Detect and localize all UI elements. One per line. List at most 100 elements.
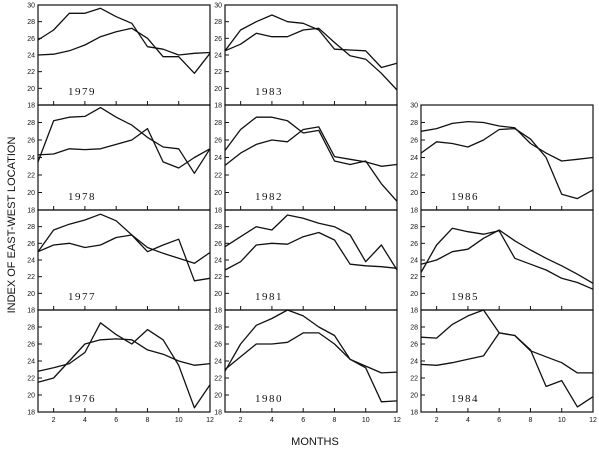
panel-year-label: 1980 bbox=[255, 393, 283, 405]
x-tick-label: 8 bbox=[333, 417, 337, 424]
y-tick-label: 18 bbox=[214, 410, 222, 417]
y-tick-label: 22 bbox=[410, 274, 418, 281]
series-line-2 bbox=[420, 229, 594, 284]
y-tick-label: 18 bbox=[214, 208, 222, 215]
y-tick-label: 26 bbox=[214, 36, 222, 43]
y-tick-label: 20 bbox=[410, 291, 418, 298]
panel-1978: 18 20 22 24 26 28 1978 bbox=[27, 104, 211, 215]
y-tick-label: 28 bbox=[410, 120, 418, 127]
y-tick-label: 28 bbox=[27, 19, 35, 26]
y-tick-label: 22 bbox=[214, 376, 222, 383]
y-tick-label: 26 bbox=[214, 138, 222, 145]
y-tick-label: 18 bbox=[27, 103, 35, 110]
y-tick-label: 28 bbox=[214, 224, 222, 231]
y-tick-label: 30 bbox=[27, 3, 35, 10]
y-tick-label: 24 bbox=[27, 155, 35, 162]
y-tick-label: 24 bbox=[410, 258, 418, 265]
y-tick-label: 28 bbox=[214, 120, 222, 127]
y-tick-label: 20 bbox=[214, 291, 222, 298]
panel-1981: 18 20 22 24 26 28 1981 bbox=[214, 209, 398, 315]
x-tick-label: 4 bbox=[466, 417, 470, 424]
y-tick-label: 18 bbox=[214, 308, 222, 315]
panel-year-label: 1985 bbox=[451, 291, 479, 303]
x-tick-label: 2 bbox=[52, 417, 56, 424]
y-tick-label: 18 bbox=[214, 103, 222, 110]
x-tick-label: 8 bbox=[146, 417, 150, 424]
y-tick-label: 22 bbox=[27, 274, 35, 281]
series-line-2 bbox=[224, 27, 398, 91]
panel-year-label: 1983 bbox=[255, 86, 283, 98]
series-line-2 bbox=[224, 332, 398, 403]
y-tick-label: 28 bbox=[214, 325, 222, 332]
y-tick-label: 20 bbox=[214, 86, 222, 93]
y-tick-label: 20 bbox=[410, 190, 418, 197]
panel-1986: 18 20 22 24 26 28 30 1986 bbox=[410, 103, 594, 215]
series-line-1 bbox=[37, 322, 211, 409]
series-line-1 bbox=[224, 14, 398, 69]
series-line-2 bbox=[37, 127, 211, 169]
series-line-2 bbox=[37, 27, 211, 74]
series-line-2 bbox=[37, 338, 211, 383]
y-tick-label: 18 bbox=[27, 308, 35, 315]
y-tick-label: 24 bbox=[27, 53, 35, 60]
y-tick-label: 30 bbox=[214, 3, 222, 10]
y-tick-label: 26 bbox=[27, 241, 35, 248]
y-tick-label: 24 bbox=[214, 258, 222, 265]
y-tick-label: 18 bbox=[410, 308, 418, 315]
panel-year-label: 1986 bbox=[451, 191, 479, 203]
y-tick-label: 20 bbox=[214, 393, 222, 400]
y-tick-label: 26 bbox=[27, 36, 35, 43]
series-line-2 bbox=[224, 231, 398, 271]
y-tick-label: 18 bbox=[27, 208, 35, 215]
x-tick-label: 8 bbox=[529, 417, 533, 424]
x-tick-label: 6 bbox=[114, 417, 118, 424]
y-tick-label: 28 bbox=[410, 325, 418, 332]
y-tick-label: 18 bbox=[410, 410, 418, 417]
y-tick-label: 20 bbox=[27, 393, 35, 400]
panel-frame bbox=[224, 309, 398, 413]
x-axis-title: MONTHS bbox=[291, 436, 339, 448]
panel-frame bbox=[420, 209, 594, 311]
panel-frame bbox=[420, 104, 594, 211]
y-tick-label: 28 bbox=[27, 224, 35, 231]
x-tick-label: 10 bbox=[558, 417, 566, 424]
y-tick-label: 20 bbox=[27, 190, 35, 197]
series-line-2 bbox=[37, 234, 211, 282]
panel-1983: 18 20 22 24 26 28 30 1983 bbox=[214, 3, 398, 110]
x-tick-label: 12 bbox=[589, 417, 597, 424]
y-tick-label: 22 bbox=[214, 173, 222, 180]
x-tick-label: 2 bbox=[239, 417, 243, 424]
x-tick-label: 4 bbox=[270, 417, 274, 424]
y-tick-label: 26 bbox=[214, 241, 222, 248]
y-tick-label: 26 bbox=[27, 138, 35, 145]
panel-year-label: 1978 bbox=[68, 191, 96, 203]
panel-1985: 18 20 22 24 26 28 1985 bbox=[410, 209, 594, 315]
y-tick-label: 22 bbox=[27, 173, 35, 180]
y-tick-label: 26 bbox=[214, 342, 222, 349]
panel-year-label: 1979 bbox=[68, 86, 96, 98]
y-tick-label: 22 bbox=[410, 376, 418, 383]
y-tick-label: 24 bbox=[27, 258, 35, 265]
y-tick-label: 28 bbox=[214, 19, 222, 26]
y-axis-title: INDEX OF EAST-WEST LOCATION bbox=[6, 137, 18, 314]
y-tick-label: 22 bbox=[214, 69, 222, 76]
panel-year-label: 1976 bbox=[68, 393, 96, 405]
x-tick-label: 2 bbox=[435, 417, 439, 424]
x-tick-label: 10 bbox=[175, 417, 183, 424]
x-tick-label: 12 bbox=[206, 417, 214, 424]
series-line-1 bbox=[37, 106, 211, 174]
y-tick-label: 20 bbox=[27, 86, 35, 93]
y-tick-label: 24 bbox=[410, 155, 418, 162]
panel-year-label: 1977 bbox=[68, 291, 96, 303]
x-tick-label: 4 bbox=[83, 417, 87, 424]
y-tick-label: 22 bbox=[214, 274, 222, 281]
panel-1979: 18 20 22 24 26 28 30 1979 bbox=[27, 3, 211, 110]
y-tick-label: 28 bbox=[27, 120, 35, 127]
y-tick-label: 26 bbox=[410, 241, 418, 248]
series-line-1 bbox=[37, 213, 211, 264]
x-tick-label: 6 bbox=[301, 417, 305, 424]
panel-1977: 18 20 22 24 26 28 1977 bbox=[27, 209, 211, 315]
